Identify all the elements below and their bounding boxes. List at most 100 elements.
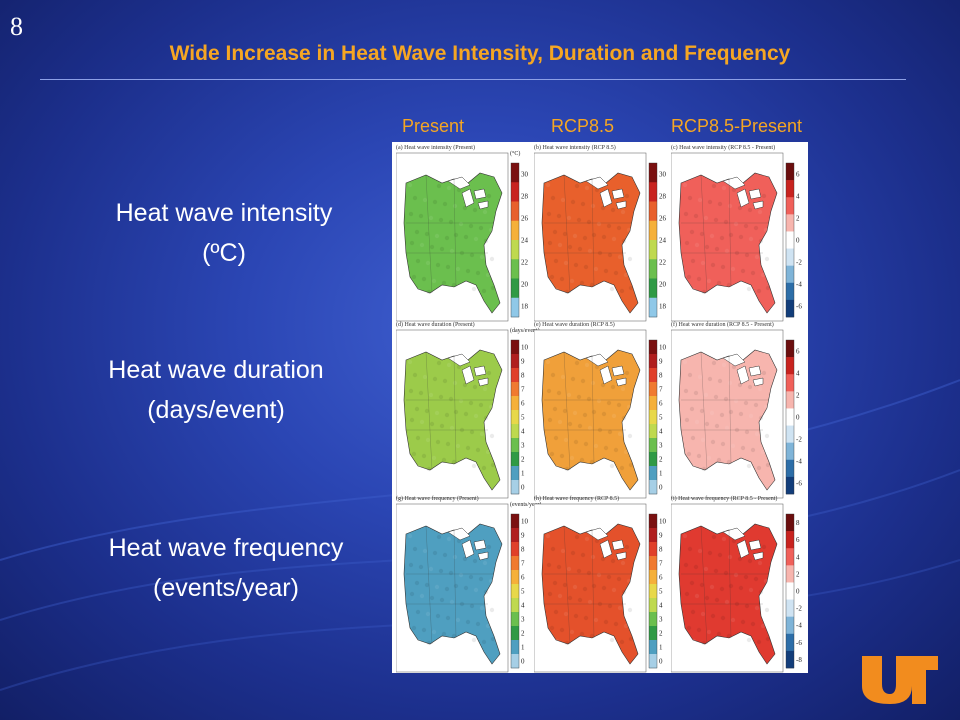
great-lake [752, 377, 764, 387]
map-texture-dot [545, 182, 551, 188]
colorbar-segment [649, 424, 657, 439]
colorbar-tick-label: 2 [521, 456, 525, 464]
map-texture-dot [621, 589, 627, 595]
map-texture-dot [463, 234, 469, 240]
map-texture-dot [687, 546, 693, 552]
map-texture-dot [763, 227, 769, 233]
map-texture-dot [566, 566, 572, 572]
colorbar-segment [511, 528, 519, 543]
colorbar-segment [649, 163, 657, 183]
map-texture-dot [559, 276, 565, 282]
colorbar-tick-label: 4 [659, 602, 663, 610]
ut-logo [862, 656, 938, 704]
colorbar-tick-label: 22 [659, 259, 667, 267]
map-texture-dot [690, 435, 696, 441]
colorbar-segment [786, 408, 794, 426]
state-border [563, 525, 571, 645]
map-texture-dot [683, 388, 689, 394]
colorbar-tick-label: 8 [659, 372, 663, 380]
great-lake [461, 188, 475, 208]
map-texture-dot [465, 445, 471, 451]
map-texture-dot [706, 278, 712, 284]
map-texture-dot [452, 203, 458, 209]
map-texture-dot [435, 613, 441, 619]
map-texture-dot [445, 441, 451, 447]
colorbar-tick-label: 7 [521, 386, 525, 394]
state-border [425, 525, 433, 645]
map-texture-dot [461, 461, 467, 467]
colorbar-segment [649, 452, 657, 467]
colorbar-tick-label: 10 [659, 518, 667, 526]
row-label-frequency-title: Heat wave frequency [108, 534, 344, 562]
map-texture-dot [563, 260, 569, 266]
map-texture-dot [584, 536, 590, 542]
map-land [678, 349, 778, 491]
map-texture-dot [550, 195, 556, 201]
map-texture-dot [428, 566, 434, 572]
map-texture-dot [682, 182, 688, 188]
map-texture-dot [434, 410, 440, 416]
map-texture-dot [411, 451, 417, 457]
map-texture-dot [438, 394, 444, 400]
map-texture-dot [458, 572, 464, 578]
map-texture-dot [576, 568, 582, 574]
map-land [541, 523, 641, 665]
colorbar-segment [511, 424, 519, 439]
colorbar-tick-label: -4 [796, 458, 802, 466]
map-texture-dot [601, 234, 607, 240]
colorbar-tick-label: 10 [521, 344, 529, 352]
map-texture-dot [472, 384, 478, 390]
state-border [728, 178, 732, 288]
map-texture-dot [574, 534, 580, 540]
map-land [403, 523, 503, 665]
map-texture-dot [554, 638, 560, 644]
great-lake [722, 176, 746, 190]
colorbar-tick-label: 28 [521, 193, 529, 201]
map-texture-dot [724, 599, 730, 605]
map-texture-dot [589, 459, 595, 465]
map-texture-dot [727, 554, 733, 560]
map-texture-dot [683, 562, 689, 568]
map-texture-dot [626, 404, 632, 410]
colorbar-tick-label: 30 [659, 171, 667, 179]
colorbar-segment [649, 640, 657, 655]
great-lake [447, 353, 471, 367]
colorbar-tick-label: -6 [796, 303, 802, 311]
map-texture-dot [452, 380, 458, 386]
map-texture-dot [613, 447, 619, 453]
map-texture-dot [620, 560, 626, 566]
map-texture-dot [411, 274, 417, 280]
map-texture-dot [730, 266, 736, 272]
panel-caption: (c) Heat wave intensity (RCP 8.5 - Prese… [671, 145, 776, 151]
map-texture-dot [610, 384, 616, 390]
map-texture-dot [590, 554, 596, 560]
map-texture-dot [562, 231, 568, 237]
map-texture-dot [617, 605, 623, 611]
map-texture-dot [764, 607, 770, 613]
map-texture-dot [716, 631, 722, 637]
colorbar-segment [786, 391, 794, 409]
colorbar-tick-label: 1 [659, 470, 663, 478]
column-header-rcp85: RCP8.5 [551, 116, 615, 136]
map-texture-dot [723, 570, 729, 576]
map-texture-dot [719, 586, 725, 592]
colorbar-segment [649, 340, 657, 355]
map-texture-dot [486, 193, 492, 199]
map-texture-dot [591, 232, 597, 238]
map-texture-dot [574, 360, 580, 366]
map-texture-dot [701, 289, 707, 295]
map-texture-dot [714, 597, 720, 603]
colorbar-tick-label: 1 [659, 644, 663, 652]
colorbar-segment [511, 410, 519, 425]
colorbar-segment [649, 201, 657, 222]
map-texture-dot [418, 390, 424, 396]
map-texture-dot [409, 417, 415, 423]
colorbar-frame [648, 513, 658, 669]
map-texture-dot [431, 629, 437, 635]
map-texture-dot [627, 433, 633, 439]
colorbar-frame [785, 339, 795, 495]
colorbar-tick-label: 6 [659, 400, 663, 408]
map-texture-dot [707, 199, 713, 205]
map-texture-dot [717, 378, 723, 384]
